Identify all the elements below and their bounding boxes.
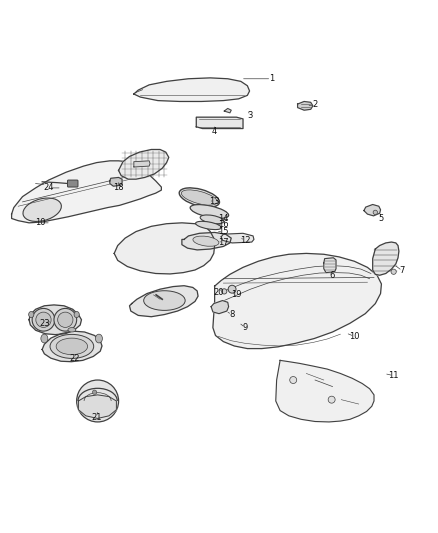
Text: 11: 11 bbox=[389, 371, 399, 380]
Text: 2: 2 bbox=[312, 100, 318, 109]
Text: 13: 13 bbox=[209, 197, 220, 206]
Text: 9: 9 bbox=[243, 323, 248, 332]
Polygon shape bbox=[119, 149, 169, 179]
Text: 10: 10 bbox=[35, 219, 45, 228]
Ellipse shape bbox=[56, 338, 88, 354]
Text: 3: 3 bbox=[247, 111, 252, 120]
Text: 12: 12 bbox=[240, 236, 251, 245]
Polygon shape bbox=[196, 117, 243, 128]
Ellipse shape bbox=[50, 334, 94, 358]
Circle shape bbox=[228, 285, 236, 293]
Text: 18: 18 bbox=[113, 183, 124, 192]
Circle shape bbox=[328, 396, 335, 403]
Text: 16: 16 bbox=[218, 220, 229, 229]
Ellipse shape bbox=[23, 198, 61, 221]
Text: 4: 4 bbox=[212, 127, 217, 136]
Text: 15: 15 bbox=[218, 227, 229, 236]
Text: 8: 8 bbox=[230, 310, 235, 319]
Ellipse shape bbox=[32, 309, 55, 331]
Ellipse shape bbox=[36, 312, 51, 327]
Circle shape bbox=[222, 289, 227, 294]
Text: 5: 5 bbox=[378, 214, 383, 223]
Polygon shape bbox=[221, 233, 254, 243]
Ellipse shape bbox=[179, 188, 219, 207]
Polygon shape bbox=[297, 101, 313, 110]
Text: 20: 20 bbox=[214, 288, 224, 297]
Polygon shape bbox=[114, 223, 215, 274]
Ellipse shape bbox=[193, 236, 219, 246]
Ellipse shape bbox=[144, 290, 185, 310]
Circle shape bbox=[391, 269, 396, 274]
Text: 19: 19 bbox=[231, 290, 242, 300]
Ellipse shape bbox=[58, 312, 73, 327]
Ellipse shape bbox=[95, 334, 102, 343]
Polygon shape bbox=[324, 258, 336, 272]
Circle shape bbox=[290, 376, 297, 384]
Polygon shape bbox=[134, 161, 150, 167]
Text: 22: 22 bbox=[70, 354, 80, 362]
Circle shape bbox=[77, 380, 119, 422]
Polygon shape bbox=[42, 331, 102, 362]
Polygon shape bbox=[29, 305, 81, 335]
Text: 23: 23 bbox=[39, 319, 49, 328]
Polygon shape bbox=[213, 253, 381, 349]
Ellipse shape bbox=[28, 311, 34, 318]
Ellipse shape bbox=[190, 205, 229, 219]
Polygon shape bbox=[110, 177, 122, 186]
Ellipse shape bbox=[74, 311, 79, 318]
Text: 24: 24 bbox=[43, 183, 54, 192]
FancyBboxPatch shape bbox=[67, 180, 78, 187]
Ellipse shape bbox=[196, 221, 222, 230]
Ellipse shape bbox=[181, 190, 217, 205]
Text: 6: 6 bbox=[330, 271, 335, 280]
Ellipse shape bbox=[68, 328, 76, 332]
Polygon shape bbox=[373, 242, 399, 275]
Text: 14: 14 bbox=[218, 214, 229, 223]
Polygon shape bbox=[182, 232, 231, 250]
Polygon shape bbox=[224, 108, 231, 113]
Ellipse shape bbox=[41, 334, 48, 343]
Text: 7: 7 bbox=[400, 266, 405, 276]
Polygon shape bbox=[211, 301, 229, 313]
Polygon shape bbox=[276, 360, 374, 422]
Polygon shape bbox=[78, 395, 117, 418]
Text: 21: 21 bbox=[92, 413, 102, 422]
Text: 1: 1 bbox=[269, 74, 274, 83]
Ellipse shape bbox=[54, 309, 77, 331]
Circle shape bbox=[373, 210, 378, 215]
Polygon shape bbox=[130, 286, 198, 317]
Text: 10: 10 bbox=[349, 332, 360, 341]
Polygon shape bbox=[12, 161, 161, 223]
Polygon shape bbox=[134, 78, 250, 101]
Ellipse shape bbox=[200, 215, 224, 224]
Text: 17: 17 bbox=[218, 238, 229, 247]
Circle shape bbox=[92, 390, 97, 394]
Polygon shape bbox=[364, 205, 381, 216]
